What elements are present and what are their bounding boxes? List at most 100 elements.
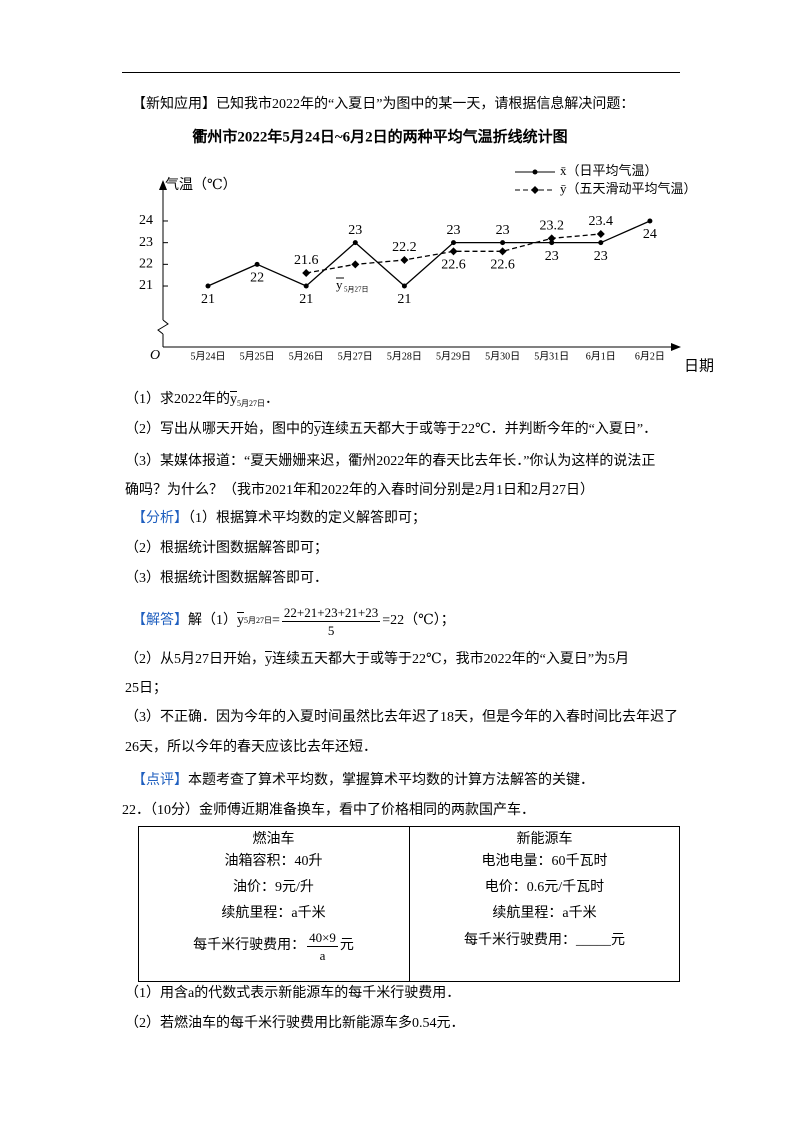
text: （1）根据算术平均数的定义解答即可； — [188, 511, 426, 526]
tag: 【点评】 — [132, 773, 188, 788]
text: 连续五天都大于或等于22℃，我市2022年的“入夏日”为5月 — [272, 652, 630, 667]
question-3: 确吗？为什么？（我市2021年和2022年的入春时间分别是2月1日和2月27日） — [125, 483, 594, 498]
var: y — [314, 422, 321, 437]
point — [400, 256, 409, 265]
tag: 【分析】 — [132, 511, 188, 526]
x-tick-label: 5月25日 — [240, 350, 275, 362]
cell: 电价：0.6元/千瓦时 — [484, 880, 605, 895]
text: = — [272, 613, 280, 628]
value-label: 23 — [348, 223, 362, 238]
cell: 新能源车 — [516, 832, 573, 847]
x-tick-label: 5月30日 — [485, 350, 520, 362]
analysis-line: （3）根据统计图数据解答即可． — [125, 571, 328, 586]
point — [352, 240, 358, 246]
cell: 每千米行驶费用：_____元 — [464, 933, 625, 948]
point — [401, 283, 407, 289]
y-axis-label: 气温（℃） — [165, 177, 237, 193]
value-label: 21 — [397, 292, 411, 307]
y-tick-label: 21 — [139, 278, 153, 293]
answer-3: 26天，所以今年的春天应该比去年还短． — [125, 740, 377, 755]
answer-2: （2）从5月27日开始，y连续五天都大于或等于22℃，我市2022年的“入夏日”… — [125, 650, 629, 670]
x-tick-label: 5月26日 — [289, 350, 324, 362]
cell: 油价：9元/升 — [233, 880, 314, 895]
cell: 油箱容积：40升 — [224, 854, 323, 869]
tag: 【解答】 — [132, 613, 188, 628]
text: 解（1） — [188, 613, 237, 628]
text: （2）从5月27日开始， — [125, 652, 265, 667]
fraction: 22+21+23+21+23 5 — [281, 604, 381, 639]
legend-label: ȳ（五天滑动平均气温） — [560, 181, 697, 196]
var: y — [237, 613, 244, 628]
point — [647, 218, 653, 224]
y-arrow — [159, 180, 167, 190]
text: （1）求2022年的 — [125, 392, 230, 407]
value-label: 22.2 — [392, 240, 417, 255]
origin-label: O — [150, 348, 160, 363]
answer-1: 【解答】 解（1） y 5月27日 = 22+21+23+21+23 5 =22（℃… — [132, 601, 455, 641]
value-label: 21.6 — [294, 253, 319, 268]
sub: 5月27日 — [244, 616, 272, 625]
x-tick-label: 5月29日 — [436, 350, 471, 362]
value-label: 23 — [545, 249, 559, 264]
value-label: 23 — [496, 223, 510, 238]
value-label: 22.6 — [490, 258, 515, 273]
question-2: （2）写出从哪天开始，图中的y连续五天都大于或等于22℃．并判断今年的“入夏日”… — [125, 420, 657, 440]
sub-question: （1）用含a的代数式表示新能源车的每千米行驶费用． — [125, 986, 461, 1001]
annotation: y — [336, 277, 343, 292]
analysis: 【分析】（1）根据算术平均数的定义解答即可； — [132, 509, 426, 529]
point — [449, 247, 458, 256]
value-label: 24 — [643, 227, 657, 242]
point — [547, 234, 556, 243]
cell: 燃油车 — [252, 832, 295, 847]
y-tick-label: 23 — [139, 235, 153, 250]
question-22: 22．（10分）金师傅近期准备换车，看中了价格相同的两款国产车． — [122, 803, 535, 818]
cell: 续航里程：a千米 — [221, 906, 326, 921]
var: y — [265, 652, 272, 667]
question-3: （3）某媒体报道：“夏天姗姗来迟，衢州2022年的春天比去年长．”你认为这样的说… — [125, 454, 656, 469]
point — [302, 269, 311, 278]
point — [351, 260, 360, 269]
legend-label: x̄（日平均气温） — [560, 163, 658, 178]
numerator: 22+21+23+21+23 — [281, 604, 381, 622]
chart-title: 衢州市2022年5月24日~6月2日的两种平均气温折线统计图 — [192, 127, 567, 145]
comment: 【点评】本题考查了算术平均数，掌握算术平均数的计算方法解答的关键． — [132, 771, 594, 791]
intro: 【新知应用】已知我市2022年的“入夏日”为图中的某一天，请根据信息解决问题： — [132, 97, 635, 112]
value-label: 21 — [299, 292, 313, 307]
text: 每千米行驶费用： — [193, 938, 306, 953]
axis-break — [157, 319, 169, 335]
legend-marker — [532, 169, 538, 175]
value-label: 22.6 — [441, 258, 466, 273]
x-arrow — [671, 343, 681, 351]
text: 连续五天都大于或等于22℃．并判断今年的“入夏日”． — [321, 422, 658, 437]
value-label: 22 — [250, 271, 264, 286]
header-rule — [122, 72, 680, 73]
x-tick-label: 5月31日 — [534, 350, 569, 362]
annotation-sub: 5月27日 — [344, 286, 369, 294]
sub: 5月27日 — [237, 399, 265, 408]
table-divider — [409, 826, 410, 982]
point — [498, 247, 507, 256]
numerator: 40×9 — [307, 929, 338, 947]
value-label: 23.2 — [539, 219, 564, 234]
var: y — [230, 392, 237, 407]
denominator: a — [319, 947, 326, 963]
value-label: 23.4 — [589, 214, 614, 229]
cell: 每千米行驶费用： 40×9 a 元 — [138, 926, 409, 966]
answer-3: （3）不正确．因为今年的入夏时间虽然比去年迟了18天，但是今年的入春时间比去年迟… — [125, 710, 678, 725]
x-tick-label: 5月28日 — [387, 350, 422, 362]
x-axis-label: 日期 — [684, 357, 714, 374]
series-line — [207, 220, 651, 287]
y-tick-label: 24 — [139, 213, 153, 228]
question-1: （1）求2022年的y5月27日． — [125, 390, 279, 414]
answer-2: 25日； — [125, 681, 167, 696]
point — [451, 240, 456, 246]
point — [596, 229, 605, 238]
x-tick-label: 5月27日 — [338, 350, 373, 362]
value-label: 23 — [447, 223, 461, 238]
x-tick-label: 6月1日 — [586, 350, 616, 362]
analysis-line: （2）根据统计图数据解答即可； — [125, 541, 328, 556]
fraction: 40×9 a — [307, 929, 338, 964]
text: 元 — [339, 938, 354, 953]
text: 本题考查了算术平均数，掌握算术平均数的计算方法解答的关键． — [188, 773, 594, 788]
